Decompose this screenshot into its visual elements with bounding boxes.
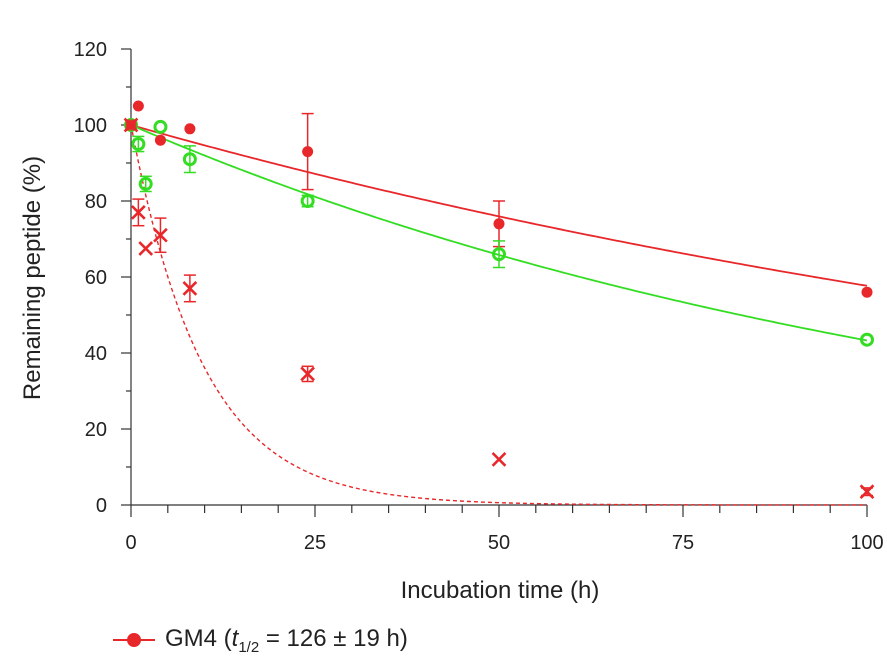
- cross-stroke: [491, 452, 507, 467]
- cross-stroke: [859, 484, 875, 500]
- data-point: [861, 286, 873, 298]
- data-point: [493, 218, 505, 230]
- y-tick-label: 20: [85, 419, 107, 441]
- cross-stroke: [131, 205, 146, 220]
- data-point: [132, 100, 144, 112]
- data-point: [492, 247, 506, 262]
- data-point: [182, 281, 198, 296]
- x-tick-label: 0: [125, 532, 136, 554]
- cross-stroke: [153, 227, 168, 243]
- x-tick-label: 100: [850, 532, 883, 554]
- data-point: [182, 152, 197, 167]
- data-point: [859, 484, 875, 500]
- data-point: [300, 366, 315, 382]
- fit-curve-2: [130, 124, 867, 506]
- y-tick-label: 120: [74, 39, 107, 61]
- y-axis-title: Remaining peptide (%): [19, 156, 46, 400]
- chart: 0 20 40 60 80 100 120 0 25 50 75 100 Incubation tim…: [19, 39, 884, 604]
- data-point: [302, 146, 314, 158]
- cross-stroke: [138, 241, 154, 256]
- data-point: [138, 176, 153, 191]
- data-point: [300, 194, 315, 208]
- data-point: [153, 119, 168, 134]
- x-tick-label: 75: [672, 532, 694, 554]
- x-axis-title: Incubation time (h): [401, 577, 600, 604]
- legend-label-gm4: GM4 (t1/2 = 126 ± 19 h): [165, 624, 408, 656]
- data-point: [138, 241, 154, 256]
- axes: 0 20 40 60 80 100 120 0 25 50 75 100: [74, 39, 884, 554]
- legend: GM4 (t1/2 = 126 ± 19 h): [113, 623, 408, 657]
- x-tick-label: 25: [304, 532, 326, 554]
- data-marks: [123, 100, 875, 500]
- y-tick-label: 100: [74, 115, 107, 137]
- fit-curves: [130, 124, 868, 506]
- data-point: [153, 227, 168, 243]
- y-tick-label: 80: [85, 191, 107, 213]
- y-tick-label: 40: [85, 343, 107, 365]
- x-tick-label: 50: [488, 532, 510, 554]
- data-point: [125, 119, 137, 131]
- data-point: [154, 134, 166, 146]
- y-tick-label: 0: [96, 495, 107, 517]
- data-point: [184, 123, 196, 135]
- cross-stroke: [182, 281, 198, 296]
- data-point: [131, 137, 146, 151]
- cross-stroke: [300, 366, 315, 382]
- legend-marker-gm4: [113, 630, 155, 650]
- data-point: [491, 452, 507, 467]
- data-point: [131, 205, 146, 220]
- y-tick-label: 60: [85, 267, 107, 289]
- data-point: [860, 332, 874, 347]
